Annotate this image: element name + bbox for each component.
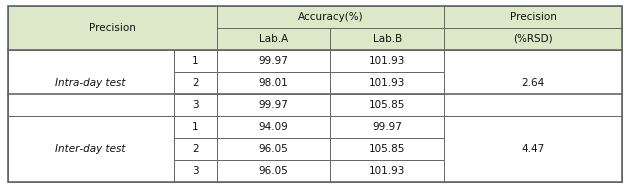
Bar [217,50,330,72]
Text: Intra‑day test: Intra‑day test [55,78,126,88]
Bar [330,94,444,116]
Bar [174,50,217,72]
Bar [330,116,444,138]
Bar [8,50,174,116]
Text: 99.97: 99.97 [258,56,289,66]
Text: 94.09: 94.09 [259,122,289,132]
Bar [174,160,217,182]
Text: 101.93: 101.93 [369,56,406,66]
Bar [217,28,330,50]
Text: 1: 1 [192,56,198,66]
Text: Precision: Precision [510,12,557,22]
Bar [444,28,622,50]
Text: 105.85: 105.85 [369,144,406,154]
Bar [330,28,444,50]
Text: 99.97: 99.97 [258,100,289,110]
Bar [174,138,217,160]
Text: Inter‑day test: Inter‑day test [55,144,126,154]
Text: Accuracy(%): Accuracy(%) [297,12,363,22]
Bar [217,160,330,182]
Bar [217,116,330,138]
Bar [330,72,444,94]
Text: 2: 2 [192,78,198,88]
Bar [330,138,444,160]
Bar [217,72,330,94]
Bar [217,6,444,28]
Bar [174,94,217,116]
Bar [217,94,330,116]
Text: 3: 3 [192,100,198,110]
Text: 101.93: 101.93 [369,78,406,88]
Bar [174,72,217,94]
Text: 96.05: 96.05 [259,144,289,154]
Bar [444,6,622,28]
Text: 101.93: 101.93 [369,166,406,176]
Text: 2.64: 2.64 [522,78,545,88]
Text: Lab.B: Lab.B [372,34,402,44]
Text: 4.47: 4.47 [522,144,545,154]
Bar [8,116,174,182]
Text: 99.97: 99.97 [372,122,402,132]
Text: 3: 3 [192,166,198,176]
Text: Precision: Precision [89,23,135,33]
Bar [330,50,444,72]
Bar [8,6,217,50]
Text: 1: 1 [192,122,198,132]
Text: 98.01: 98.01 [259,78,289,88]
Text: 96.05: 96.05 [259,166,289,176]
Text: Lab.A: Lab.A [259,34,288,44]
Bar [174,116,217,138]
Text: (%RSD): (%RSD) [513,34,553,44]
Bar [444,116,622,182]
Text: 105.85: 105.85 [369,100,406,110]
Bar [330,160,444,182]
Bar [217,138,330,160]
Bar [444,50,622,116]
Text: 2: 2 [192,144,198,154]
